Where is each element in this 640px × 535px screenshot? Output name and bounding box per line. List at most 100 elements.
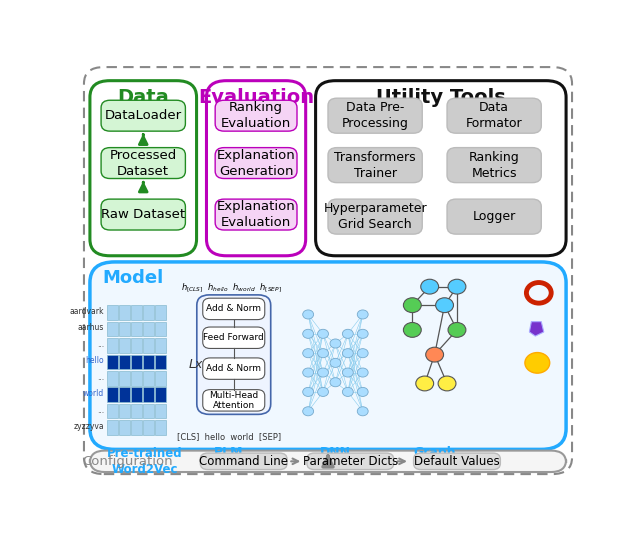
Text: Model: Model: [102, 269, 164, 287]
Circle shape: [403, 298, 421, 312]
Text: ...: ...: [97, 406, 104, 415]
Text: $h_{[CLS]}$  $h_{hello}$  $h_{world}$  $h_{[SEP]}$: $h_{[CLS]}$ $h_{hello}$ $h_{world}$ $h_{…: [181, 282, 282, 295]
Text: Raw Dataset: Raw Dataset: [101, 208, 186, 221]
Circle shape: [448, 279, 466, 294]
FancyBboxPatch shape: [328, 98, 422, 133]
Text: DNN: DNN: [320, 447, 351, 460]
Bar: [108, 387, 118, 402]
Bar: [143, 421, 154, 435]
Bar: [119, 355, 130, 369]
Bar: [131, 338, 142, 353]
Circle shape: [403, 323, 421, 338]
Bar: [119, 387, 130, 402]
FancyBboxPatch shape: [215, 100, 297, 131]
FancyBboxPatch shape: [328, 148, 422, 182]
Circle shape: [342, 349, 353, 358]
Circle shape: [330, 378, 341, 387]
Circle shape: [317, 329, 328, 338]
Bar: [131, 305, 142, 319]
Circle shape: [342, 329, 353, 338]
Text: Hyperparameter
Grid Search: Hyperparameter Grid Search: [323, 202, 427, 231]
Bar: [119, 404, 130, 418]
Circle shape: [448, 323, 466, 338]
FancyBboxPatch shape: [84, 67, 572, 474]
Text: Add & Norm: Add & Norm: [206, 304, 261, 314]
Circle shape: [357, 368, 368, 377]
Text: Ranking
Metrics: Ranking Metrics: [468, 151, 520, 180]
FancyBboxPatch shape: [200, 453, 287, 470]
Circle shape: [357, 349, 368, 358]
Bar: [155, 355, 166, 369]
Bar: [119, 338, 130, 353]
Bar: [131, 355, 142, 369]
Circle shape: [357, 387, 368, 396]
Bar: [119, 305, 130, 319]
Text: Feed Forward: Feed Forward: [204, 333, 264, 342]
Bar: [108, 322, 118, 336]
Text: Ranking
Evaluation: Ranking Evaluation: [221, 101, 291, 130]
Bar: [108, 338, 118, 353]
FancyBboxPatch shape: [101, 199, 186, 230]
Bar: [155, 421, 166, 435]
Circle shape: [420, 279, 438, 294]
Bar: [143, 355, 154, 369]
Circle shape: [330, 339, 341, 348]
FancyBboxPatch shape: [307, 453, 394, 470]
FancyBboxPatch shape: [90, 81, 196, 256]
Text: Data Pre-
Processing: Data Pre- Processing: [342, 101, 408, 130]
Text: Lx: Lx: [189, 358, 204, 371]
Text: Default Values: Default Values: [414, 455, 500, 468]
Text: Pre-trained
Word2Vec: Pre-trained Word2Vec: [107, 447, 182, 476]
FancyBboxPatch shape: [203, 358, 265, 379]
FancyBboxPatch shape: [90, 450, 566, 472]
Bar: [108, 305, 118, 319]
FancyBboxPatch shape: [203, 298, 265, 319]
FancyBboxPatch shape: [203, 389, 265, 411]
Circle shape: [357, 407, 368, 416]
Text: Configuration: Configuration: [82, 455, 172, 468]
Text: Evaluation: Evaluation: [198, 88, 314, 107]
Bar: [155, 305, 166, 319]
Text: Utility Tools: Utility Tools: [376, 88, 506, 107]
Bar: [143, 338, 154, 353]
Text: Transformers
Trainer: Transformers Trainer: [334, 151, 416, 180]
Bar: [143, 387, 154, 402]
Text: [CLS]  hello  world  [SEP]: [CLS] hello world [SEP]: [177, 432, 281, 441]
Circle shape: [438, 376, 456, 391]
Circle shape: [436, 298, 454, 312]
FancyBboxPatch shape: [413, 453, 500, 470]
Bar: [155, 322, 166, 336]
Text: ...: ...: [97, 340, 104, 349]
Bar: [155, 404, 166, 418]
Circle shape: [303, 310, 314, 319]
FancyBboxPatch shape: [90, 262, 566, 449]
Text: Explanation
Evaluation: Explanation Evaluation: [217, 200, 296, 229]
Text: Data
Formator: Data Formator: [466, 101, 522, 130]
FancyBboxPatch shape: [215, 148, 297, 179]
Text: hello: hello: [86, 356, 104, 365]
Text: world: world: [83, 389, 104, 398]
Bar: [155, 371, 166, 386]
Bar: [143, 322, 154, 336]
Circle shape: [317, 349, 328, 358]
Bar: [131, 322, 142, 336]
FancyBboxPatch shape: [328, 199, 422, 234]
FancyBboxPatch shape: [447, 98, 541, 133]
Bar: [131, 387, 142, 402]
Bar: [143, 371, 154, 386]
Text: Processed
Dataset: Processed Dataset: [109, 149, 177, 178]
FancyBboxPatch shape: [447, 199, 541, 234]
Text: ...: ...: [97, 373, 104, 382]
FancyBboxPatch shape: [203, 327, 265, 348]
Bar: [108, 371, 118, 386]
FancyBboxPatch shape: [101, 100, 186, 131]
Text: PLM: PLM: [214, 447, 244, 460]
FancyBboxPatch shape: [101, 148, 186, 179]
Circle shape: [416, 376, 434, 391]
Bar: [119, 421, 130, 435]
Text: Graph: Graph: [413, 447, 456, 460]
Text: zyzzyva: zyzzyva: [74, 422, 104, 431]
Circle shape: [357, 329, 368, 338]
Circle shape: [317, 368, 328, 377]
Circle shape: [342, 387, 353, 396]
